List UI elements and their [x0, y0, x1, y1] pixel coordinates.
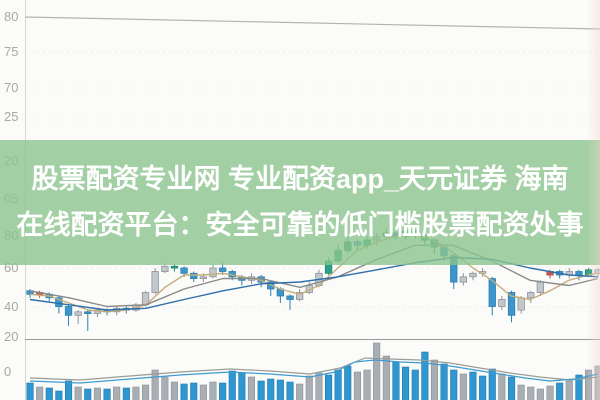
title-banner: 股票配资专业网 专业配资app_天元证券 海南 在线配资平台：安全可靠的低门槛股… — [0, 140, 600, 265]
top-trend-line — [24, 16, 600, 30]
volume-ma-lines — [29, 357, 599, 384]
ma-mid — [29, 244, 599, 308]
ma-short — [29, 234, 599, 313]
banner-title-line1: 股票配资专业网 专业配资app_天元证券 海南 — [31, 164, 569, 194]
svg-text:20: 20 — [4, 329, 18, 344]
volume-layer — [26, 342, 600, 400]
svg-text:40: 40 — [4, 299, 18, 314]
vol-ma-blue — [29, 359, 599, 384]
top-panel-y-labels: 80 75 70 25 — [4, 9, 18, 124]
svg-text:0: 0 — [4, 364, 11, 379]
banner-title-line2: 在线配资平台：安全可靠的低门槛股票配资处事 — [16, 210, 584, 240]
svg-text:70: 70 — [4, 80, 18, 95]
svg-text:75: 75 — [4, 44, 18, 59]
vol-ma-gray — [29, 357, 599, 381]
svg-text:25: 25 — [4, 109, 18, 124]
svg-text:80: 80 — [4, 9, 18, 24]
